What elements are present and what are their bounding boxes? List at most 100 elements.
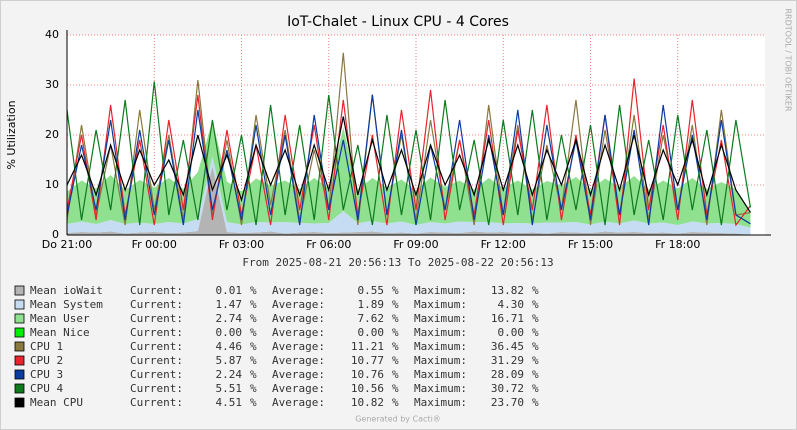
x-tick-label: Do 21:00 — [42, 238, 92, 251]
stat-unit: % — [250, 298, 257, 311]
x-tick-label: Fr 15:00 — [568, 238, 613, 251]
legend: Mean ioWait Current: 0.01% Average: 0.55% Max… — [14, 284, 539, 409]
stat-label: Maximum: — [414, 326, 467, 339]
stat-label: Current: — [130, 284, 183, 297]
series-line — [66, 78, 751, 227]
legend-label: CPU 2 — [30, 354, 63, 367]
stat-value: 1.47 — [216, 298, 243, 311]
legend-swatch — [14, 369, 25, 380]
stat-label: Current: — [130, 368, 183, 381]
stat-value: 10.82 — [351, 396, 384, 409]
stat-value: 10.76 — [351, 368, 384, 381]
legend-swatch — [14, 313, 25, 324]
chart-title: IoT-Chalet - Linux CPU - 4 Cores — [287, 14, 509, 30]
stat-value: 28.09 — [491, 368, 524, 381]
x-tick-label: Fr 00:00 — [132, 238, 177, 251]
stat-label: Average: — [272, 312, 325, 325]
stat-unit: % — [392, 298, 399, 311]
stat-unit: % — [532, 326, 539, 339]
stat-value: 11.21 — [351, 340, 384, 353]
legend-swatch — [14, 341, 25, 352]
stat-label: Average: — [272, 354, 325, 367]
y-tick-label: 10 — [45, 178, 59, 191]
stat-label: Maximum: — [414, 368, 467, 381]
stat-label: Maximum: — [414, 396, 467, 409]
stat-unit: % — [250, 284, 257, 297]
stat-unit: % — [392, 312, 399, 325]
legend-swatch — [14, 383, 25, 394]
y-tick-label: 0 — [52, 228, 59, 241]
legend-label: CPU 4 — [30, 382, 63, 395]
stat-unit: % — [392, 382, 399, 395]
stat-value: 7.62 — [358, 312, 385, 325]
stat-label: Average: — [272, 382, 325, 395]
stat-unit: % — [250, 382, 257, 395]
legend-label: CPU 3 — [30, 368, 63, 381]
stat-value: 0.55 — [358, 284, 385, 297]
stat-value: 2.24 — [216, 368, 243, 381]
stat-unit: % — [532, 312, 539, 325]
stat-value: 1.89 — [358, 298, 385, 311]
stat-unit: % — [392, 326, 399, 339]
stat-unit: % — [250, 312, 257, 325]
stat-label: Current: — [130, 326, 183, 339]
stat-label: Current: — [130, 354, 183, 367]
stat-unit: % — [392, 284, 399, 297]
stat-value: 16.71 — [491, 312, 524, 325]
stat-unit: % — [250, 340, 257, 353]
legend-swatch — [14, 355, 25, 366]
legend-label: Mean System — [30, 298, 103, 311]
stat-unit: % — [250, 326, 257, 339]
stat-label: Maximum: — [414, 354, 467, 367]
stat-unit: % — [532, 340, 539, 353]
legend-swatch — [14, 299, 25, 310]
legend-label: Mean ioWait — [30, 284, 103, 297]
x-tick-label: Fr 09:00 — [393, 238, 438, 251]
stat-value: 4.30 — [498, 298, 525, 311]
stat-label: Current: — [130, 312, 183, 325]
x-tick-label: Fr 03:00 — [219, 238, 264, 251]
stat-unit: % — [250, 354, 257, 367]
stat-label: Current: — [130, 340, 183, 353]
stat-label: Current: — [130, 396, 183, 409]
legend-swatch — [14, 285, 25, 296]
grid — [66, 34, 765, 236]
stat-unit: % — [532, 284, 539, 297]
side-label: RRDTOOL / TOBI OETIKER — [784, 8, 793, 111]
stat-label: Average: — [272, 396, 325, 409]
stat-value: 4.51 — [216, 396, 243, 409]
series-line — [66, 116, 751, 213]
stat-unit: % — [532, 368, 539, 381]
stat-label: Average: — [272, 326, 325, 339]
legend-swatch — [14, 327, 25, 338]
stat-label: Average: — [272, 284, 325, 297]
stat-value: 0.01 — [216, 284, 243, 297]
legend-label: CPU 1 — [30, 340, 63, 353]
stat-unit: % — [392, 368, 399, 381]
stat-label: Current: — [130, 382, 183, 395]
legend-label: Mean Nice — [30, 326, 90, 339]
stat-unit: % — [392, 340, 399, 353]
stat-value: 23.70 — [491, 396, 524, 409]
stat-value: 13.82 — [491, 284, 524, 297]
stat-label: Maximum: — [414, 340, 467, 353]
stat-value: 0.00 — [216, 326, 243, 339]
stat-value: 0.00 — [498, 326, 525, 339]
x-tick-label: Fr 18:00 — [655, 238, 700, 251]
stat-value: 0.00 — [358, 326, 385, 339]
stat-value: 36.45 — [491, 340, 524, 353]
stat-label: Maximum: — [414, 312, 467, 325]
stat-unit: % — [250, 396, 257, 409]
y-tick-label: 40 — [45, 28, 59, 41]
y-axis-label: % Utilization — [5, 100, 18, 169]
stat-unit: % — [532, 382, 539, 395]
stat-value: 10.56 — [351, 382, 384, 395]
legend-swatch — [14, 397, 25, 408]
lines — [66, 52, 752, 227]
footer: Generated by Cacti® — [355, 415, 441, 424]
stat-value: 2.74 — [216, 312, 243, 325]
stat-unit: % — [250, 368, 257, 381]
stat-label: Average: — [272, 298, 325, 311]
x-tick-label: Fr 12:00 — [481, 238, 526, 251]
